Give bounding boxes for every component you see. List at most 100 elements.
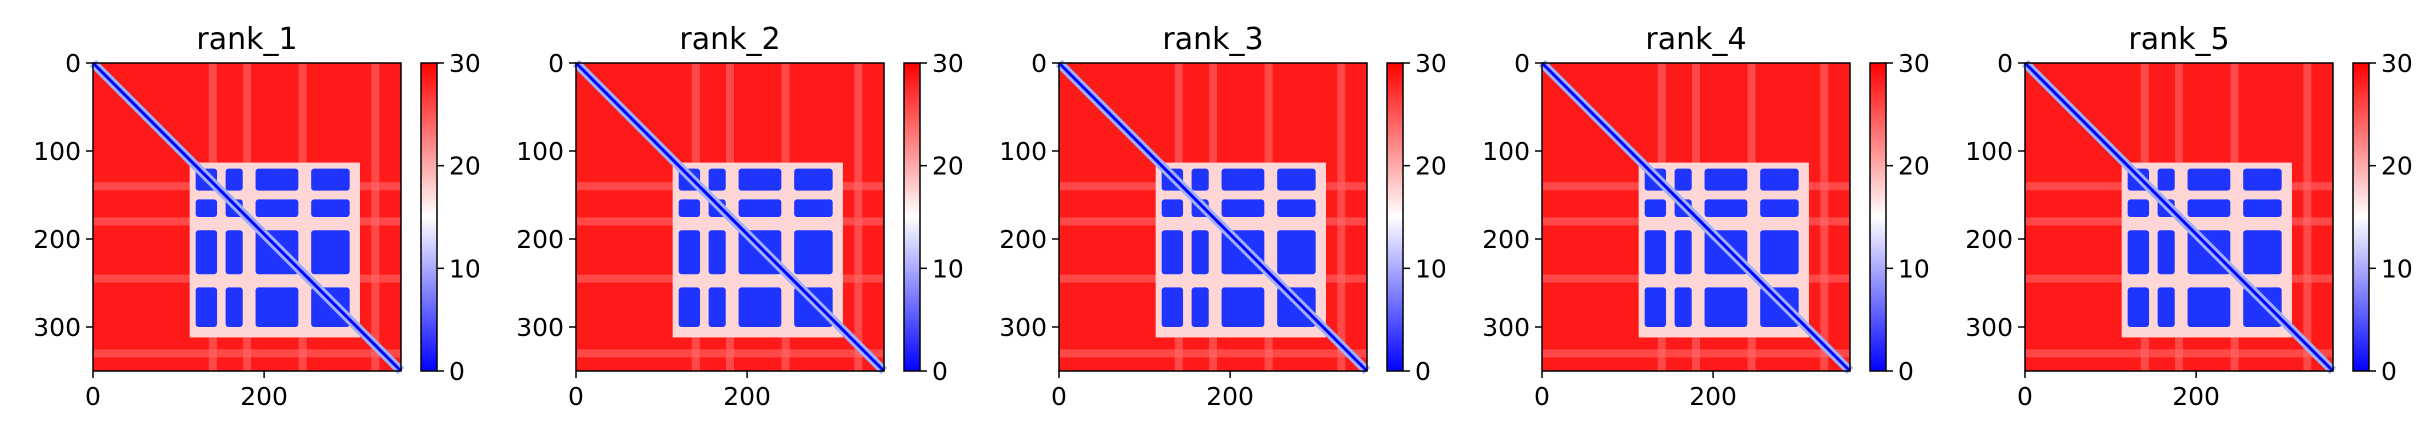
heatmap-contact-block: [708, 168, 726, 191]
x-tick-label: 0: [2017, 382, 2033, 411]
heatmap-diagonal: [1057, 61, 1369, 373]
heatmap-diagonal: [1540, 61, 1852, 373]
y-tick-label: 200: [999, 225, 1047, 254]
heatmap-contact-block: [2187, 287, 2231, 327]
heatmap-contact-block: [1644, 287, 1667, 327]
heatmap-contact-block: [678, 230, 701, 275]
axes-frame: [1541, 62, 1851, 372]
heatmap-contact-block: [1277, 287, 1316, 327]
heatmap-stripe-row: [1542, 349, 1850, 358]
heatmap-contact-block: [2157, 230, 2175, 275]
y-tick-label: 200: [1965, 225, 2013, 254]
heatmap-stripe-col: [371, 63, 380, 371]
heatmap-stripe-col: [854, 63, 863, 371]
heatmap-contact-block: [1674, 287, 1692, 327]
heatmap-contact-block: [1644, 230, 1667, 275]
x-tick-label: 200: [1206, 382, 1254, 411]
y-tick-label: 100: [999, 137, 1047, 166]
heatmap-contact-block: [678, 199, 701, 217]
y-tick-label: 100: [1482, 137, 1530, 166]
colorbar-tick-label: 20: [1415, 152, 1447, 181]
x-tick-label: 0: [85, 382, 101, 411]
heatmap-contact-block: [255, 199, 299, 217]
heatmap-contact-block: [1760, 230, 1799, 275]
heatmap-diagonal: [574, 61, 886, 373]
heatmap-panel-4: rank_4 0 100 200 300 0 200 0 10 20 30: [1482, 22, 1930, 411]
heatmap-contact-block: [311, 199, 350, 217]
heatmap-stripe-row: [576, 349, 884, 358]
y-tick-label: 300: [1482, 313, 1530, 342]
x-tick-label: 200: [240, 382, 288, 411]
y-tick-label: 100: [1965, 137, 2013, 166]
heatmap-contact-block: [225, 230, 243, 275]
heatmap-contact-block: [1161, 230, 1184, 275]
colorbar-tick-label: 20: [449, 152, 481, 181]
x-tick-label: 0: [568, 382, 584, 411]
colorbar-tick-label: 10: [2381, 254, 2413, 283]
heatmap-contact-block: [195, 230, 218, 275]
heatmap-contact-block: [1191, 287, 1209, 327]
panel-title: rank_4: [1645, 22, 1746, 57]
colorbar-tick-label: 20: [1898, 152, 1930, 181]
heatmap-contact-block: [2243, 287, 2282, 327]
x-tick-label: 200: [723, 382, 771, 411]
y-tick-label: 300: [33, 313, 81, 342]
heatmap-contact-block: [738, 199, 782, 217]
heatmap-stripe-row: [2025, 349, 2333, 358]
colorbar-tick-label: 30: [2381, 49, 2413, 78]
y-tick-label: 300: [1965, 313, 2013, 342]
heatmap-contact-block: [225, 287, 243, 327]
colorbar-tick-label: 20: [932, 152, 964, 181]
heatmap-contact-block: [794, 287, 833, 327]
colorbar: [1869, 62, 1887, 372]
heatmap-contact-block: [738, 287, 782, 327]
heatmap-contact-block: [1277, 230, 1316, 275]
y-tick-label: 100: [33, 137, 81, 166]
x-tick-label: 200: [2172, 382, 2220, 411]
panel-title: rank_3: [1162, 22, 1263, 57]
colorbar-tick-label: 30: [449, 49, 481, 78]
colorbar-tick-label: 10: [932, 254, 964, 283]
y-tick-label: 300: [516, 313, 564, 342]
heatmap-contact-block: [1221, 199, 1265, 217]
heatmap-contact-block: [1760, 287, 1799, 327]
colorbar: [1386, 62, 1404, 372]
y-tick-label: 300: [999, 313, 1047, 342]
panel-title: rank_5: [2128, 22, 2229, 57]
heatmap-contact-block: [1704, 199, 1748, 217]
y-tick-label: 100: [516, 137, 564, 166]
heatmap-contact-block: [1161, 199, 1184, 217]
heatmap-stripe-row: [93, 349, 401, 358]
heatmap-contact-block: [2187, 168, 2231, 191]
y-tick-label: 0: [65, 49, 81, 78]
colorbar-tick-label: 20: [2381, 152, 2413, 181]
axes-frame: [2024, 62, 2334, 372]
heatmap-contact-block: [1760, 168, 1799, 191]
colorbar-tick-label: 0: [1415, 357, 1431, 386]
heatmap-contact-block: [225, 168, 243, 191]
panel-title: rank_2: [679, 22, 780, 57]
heatmap-contact-block: [1704, 168, 1748, 191]
heatmap-contact-block: [794, 168, 833, 191]
colorbar-tick-label: 10: [1898, 254, 1930, 283]
heatmap-contact-block: [1221, 287, 1265, 327]
colorbar-tick-label: 10: [1415, 254, 1447, 283]
heatmap-panel-5: rank_5 0 100 200 300 0 200 0 10 20 30: [1965, 22, 2413, 411]
heatmap-contact-block: [2187, 199, 2231, 217]
heatmap-stripe-row: [1059, 349, 1367, 358]
heatmap-contact-block: [2127, 199, 2150, 217]
heatmap-panel-1: rank_1 0 100 200 300 0 200 0 10 20 30: [33, 22, 481, 411]
y-tick-label: 0: [1997, 49, 2013, 78]
heatmap-contact-block: [678, 287, 701, 327]
colorbar-tick-label: 0: [449, 357, 465, 386]
heatmap-contact-block: [2127, 287, 2150, 327]
heatmap-contact-block: [195, 199, 218, 217]
x-tick-label: 200: [1689, 382, 1737, 411]
x-tick-label: 0: [1051, 382, 1067, 411]
panel-title: rank_1: [196, 22, 297, 57]
heatmap-contact-block: [1674, 168, 1692, 191]
y-tick-label: 0: [1514, 49, 1530, 78]
heatmap-contact-block: [311, 230, 350, 275]
x-tick-label: 0: [1534, 382, 1550, 411]
